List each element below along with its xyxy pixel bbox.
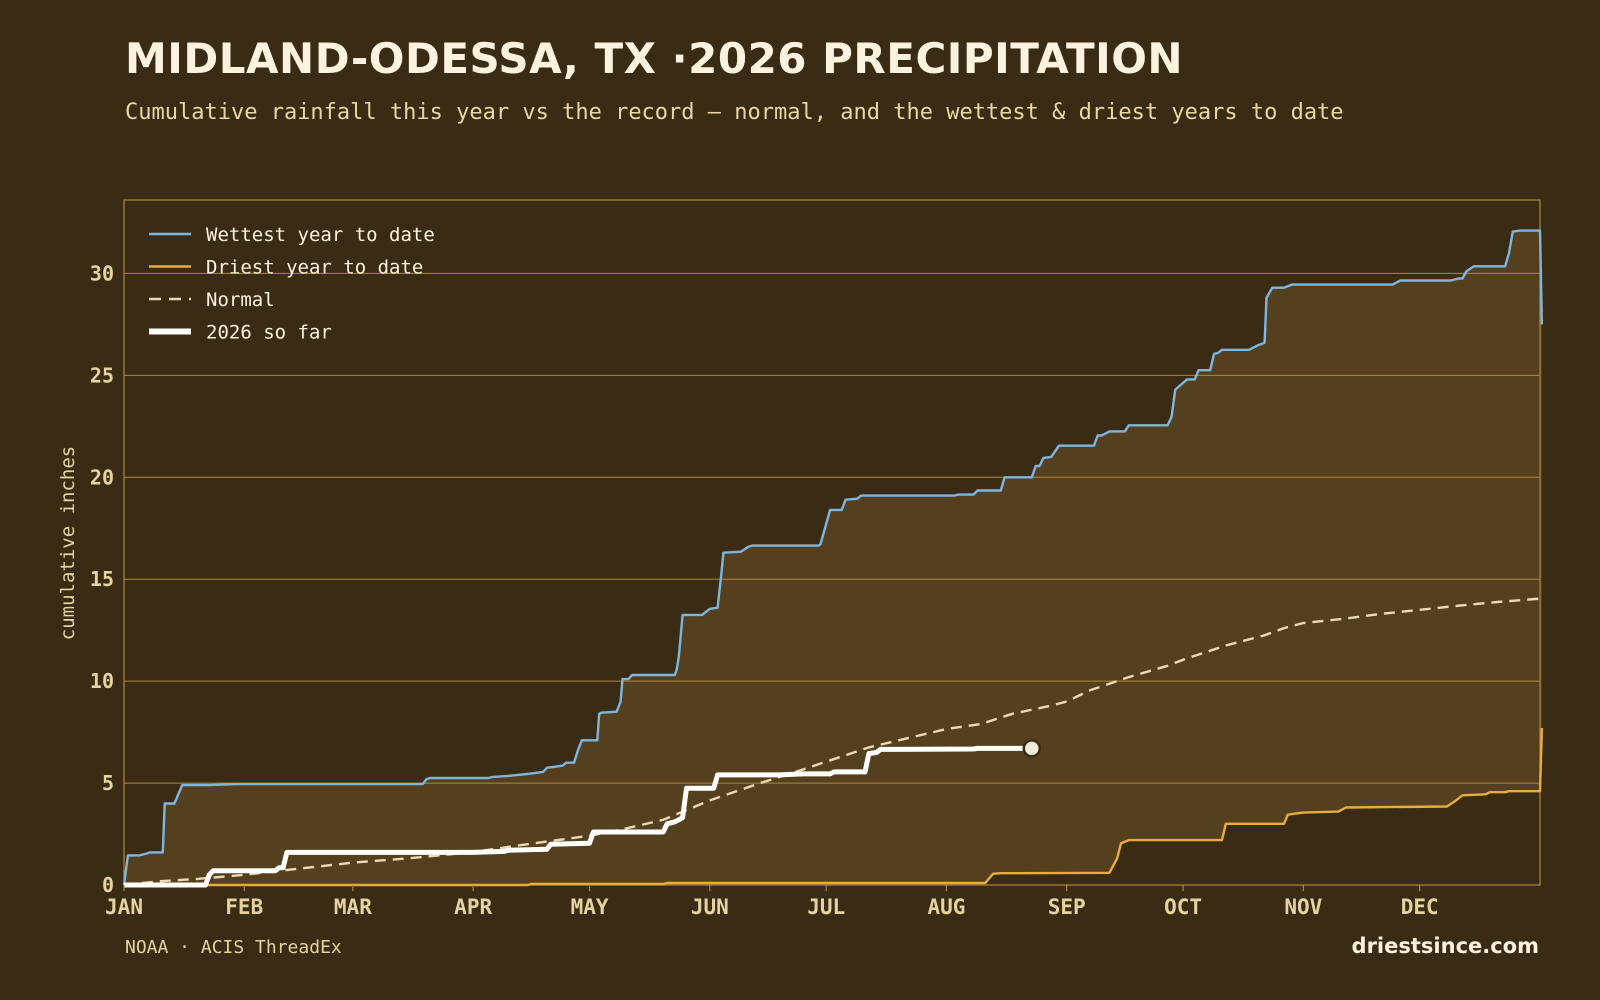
legend-label-wettest: Wettest year to date <box>206 224 435 246</box>
y-tick-label: 30 <box>90 261 114 285</box>
y-tick-label: 20 <box>90 465 114 489</box>
series-lines <box>122 229 1544 888</box>
x-tick-label-jan: JAN <box>105 895 143 919</box>
y-tick-label: 10 <box>90 669 114 693</box>
x-tick-label-may: MAY <box>571 895 609 919</box>
x-tick-label-sep: SEP <box>1048 895 1086 919</box>
chart-subtitle: Cumulative rainfall this year vs the rec… <box>125 100 1344 125</box>
wettest-driest-band <box>124 230 1542 886</box>
x-axis-ticks: JAN FEB MAR APR MAY JUN JUL AUG SEP OCT NOV DEC <box>105 885 1439 919</box>
chart-title: MIDLAND-ODESSA, TX ·2026 PRECIPITATION <box>125 34 1184 83</box>
x-tick-label-feb: FEB <box>225 895 263 919</box>
x-tick-label-mar: MAR <box>334 895 372 919</box>
y-tick-label: 5 <box>102 771 114 795</box>
x-tick-label-apr: APR <box>454 895 492 919</box>
data-source: NOAA · ACIS ThreadEx <box>125 937 342 958</box>
legend-label-current: 2026 so far <box>206 322 332 344</box>
series-line-driest <box>124 727 1544 887</box>
brand-link[interactable]: driestsince.com <box>1351 934 1539 958</box>
y-tick-label: 0 <box>102 873 114 897</box>
current-value-marker <box>1022 739 1042 758</box>
band-area <box>124 230 1542 886</box>
series-line-normal <box>123 597 1541 887</box>
y-axis-ticks: 0 5 10 15 20 25 30 <box>90 261 114 897</box>
x-tick-label-jun: JUN <box>691 895 729 919</box>
y-tick-label: 25 <box>90 363 114 387</box>
legend-label-driest: Driest year to date <box>206 257 423 279</box>
series-line-current <box>124 745 1032 888</box>
legend-label-normal: Normal <box>206 289 275 311</box>
x-tick-label-nov: NOV <box>1284 895 1322 919</box>
y-tick-label: 15 <box>90 567 114 591</box>
series-line-wettest <box>122 229 1544 886</box>
x-tick-label-oct: OCT <box>1164 895 1202 919</box>
x-tick-label-jul: JUL <box>807 895 845 919</box>
x-tick-label-aug: AUG <box>927 895 965 919</box>
legend: Wettest year to date Driest year to date N… <box>149 224 435 344</box>
plot-frame <box>123 199 1541 886</box>
y-axis-label: cumulative inches <box>57 446 79 640</box>
x-tick-label-dec: DEC <box>1401 895 1439 919</box>
